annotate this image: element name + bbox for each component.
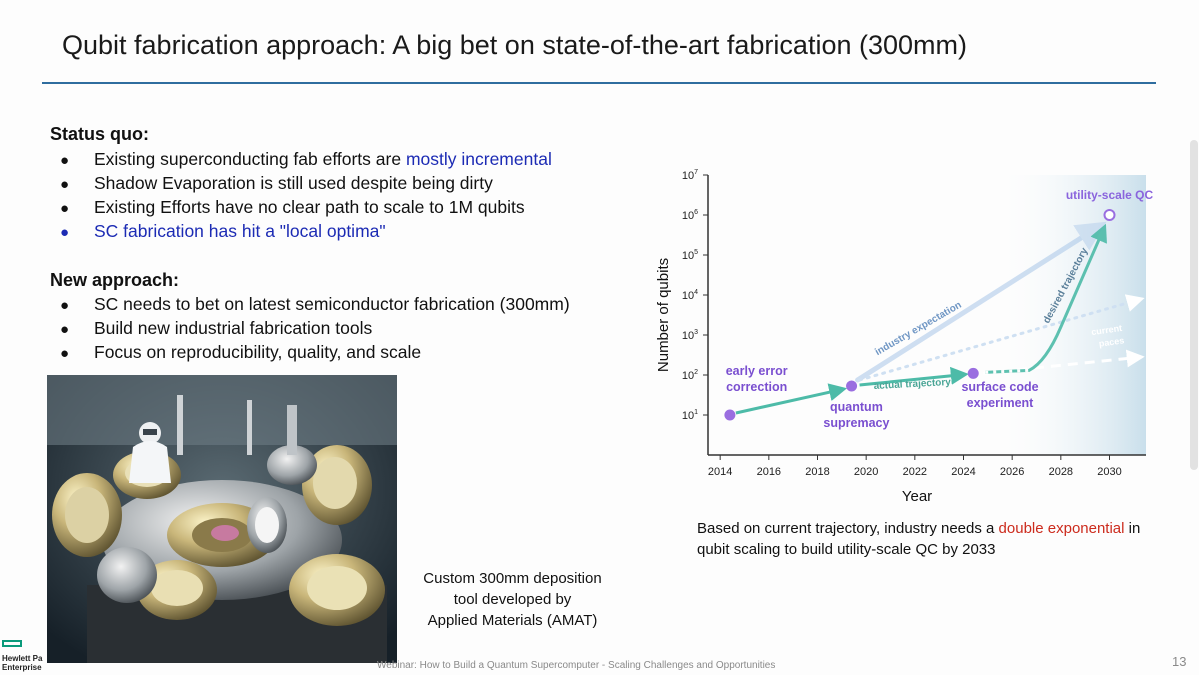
y-tick-label: 103 — [682, 329, 698, 342]
bullet-icon: ● — [60, 200, 70, 217]
item-text: Build new industrial fabrication tools — [94, 318, 373, 338]
y-tick-label: 105 — [682, 249, 698, 262]
item-text: SC needs to bet on latest semiconductor … — [94, 294, 570, 314]
hpe-logo: Hewlett Pa Enterprise — [0, 630, 55, 675]
hpe-logo-mark-icon — [2, 640, 22, 647]
x-tick-label: 2018 — [805, 466, 829, 478]
y-tick-label: 106 — [682, 209, 698, 222]
x-tick-label: 2016 — [757, 466, 781, 478]
caption-line: Custom 300mm deposition — [423, 570, 602, 587]
title-divider — [42, 82, 1156, 84]
data-point-utility-scale-qc — [1103, 209, 1116, 221]
bullet-icon: ● — [60, 321, 70, 338]
annotation-current-paces: paces — [1098, 335, 1125, 348]
bullet-icon: ● — [60, 345, 70, 362]
note-text-end: in qubit scaling to build utility-scale … — [697, 520, 1141, 558]
y-axis-label: Number of qubits — [655, 258, 672, 372]
y-tick-label: 104 — [682, 289, 698, 302]
new-approach-list: ● SC needs to bet on latest semiconductor… — [60, 292, 570, 364]
x-tick-label: 2030 — [1097, 466, 1121, 478]
point-label: supremacy — [823, 416, 889, 430]
annotation-industry-expectation: industry expectation — [873, 300, 963, 358]
desired-trajectory-arrow — [985, 223, 1107, 374]
new-approach-heading: New approach: — [50, 270, 180, 290]
page-number: 13 — [1172, 654, 1187, 669]
note-emphasis: double exponential — [998, 520, 1125, 537]
item-text: Existing Efforts have no clear path to s… — [94, 197, 525, 217]
status-quo-list: ● Existing superconducting fab efforts ar… — [60, 147, 552, 243]
point-label: surface code — [961, 380, 1038, 394]
list-item: ● Shadow Evaporation is still used despit… — [60, 171, 552, 195]
logo-text: Enterprise — [2, 663, 42, 672]
note-text: Based on current trajectory, industry ne… — [697, 520, 999, 537]
list-item: ● Existing Efforts have no clear path to … — [60, 195, 552, 219]
bullet-icon: ● — [60, 176, 70, 193]
utility-region-shade — [995, 175, 1146, 455]
list-item: ● SC needs to bet on latest semiconductor… — [60, 292, 570, 316]
footer-text: Webinar: How to Build a Quantum Supercom… — [377, 660, 776, 671]
caption-line: Applied Materials (AMAT) — [427, 612, 598, 629]
bullet-icon: ● — [60, 297, 70, 314]
deposition-tool-photo — [47, 375, 397, 663]
x-tick-label: 2024 — [951, 466, 975, 478]
data-point-early-error-correction — [724, 409, 736, 421]
list-item: ● Existing superconducting fab efforts ar… — [60, 147, 552, 171]
y-tick-label: 102 — [682, 369, 698, 382]
list-item: ● Focus on reproducibility, quality, and … — [60, 340, 570, 364]
current-pace-dotted-line — [858, 294, 1145, 382]
list-item: ● Build new industrial fabrication tools — [60, 316, 570, 340]
status-quo-heading: Status quo: — [50, 124, 149, 144]
annotation-current-paces: current — [1091, 323, 1123, 337]
chart-note: Based on current trajectory, industry ne… — [697, 518, 1177, 560]
data-point-surface-code-experiment — [967, 367, 979, 379]
industry-expectation-arrow — [855, 221, 1107, 383]
point-label: quantum — [830, 400, 883, 414]
item-highlight: mostly incremental — [405, 149, 552, 169]
early-to-supremacy-arrow — [735, 383, 848, 415]
x-tick-label: 2026 — [1000, 466, 1024, 478]
item-text: Shadow Evaporation is still used despite… — [94, 173, 493, 193]
x-tick-label: 2014 — [708, 466, 732, 478]
point-label: experiment — [967, 396, 1035, 410]
point-label: correction — [726, 380, 787, 394]
deposition-tool-illustration — [47, 375, 397, 663]
x-tick-label: 2022 — [903, 466, 927, 478]
bullet-icon: ● — [60, 152, 70, 169]
chart-svg: 2014 2016 2018 2020 2022 2024 2026 2028 2030 101 1… — [655, 169, 1154, 505]
x-axis-label: Year — [902, 488, 932, 505]
photo-caption: Custom 300mm deposition tool developed b… — [400, 568, 625, 631]
logo-text: Hewlett Pa — [2, 654, 43, 663]
actual-trajectory-arrow — [859, 366, 969, 387]
bullet-icon: ● — [60, 224, 70, 241]
item-highlight: SC fabrication has hit a "local optima" — [94, 221, 386, 241]
list-item: ● SC fabrication has hit a "local optima" — [60, 219, 552, 243]
annotation-actual-trajectory: actual trajectory — [873, 377, 951, 392]
point-label: early error — [726, 364, 788, 378]
x-tick-label: 2020 — [854, 466, 878, 478]
item-text: Existing superconducting fab efforts are — [94, 149, 406, 169]
y-tick-label: 101 — [682, 409, 698, 422]
y-tick-label: 107 — [682, 169, 698, 182]
item-text: Focus on reproducibility, quality, and s… — [94, 342, 422, 362]
qubit-scaling-chart: 2014 2016 2018 2020 2022 2024 2026 2028 2030 101 1… — [650, 165, 1160, 515]
x-tick-label: 2028 — [1049, 466, 1073, 478]
caption-line: tool developed by — [453, 591, 572, 608]
scrollbar[interactable] — [1190, 140, 1198, 470]
slide-title: Qubit fabrication approach: A big bet on… — [62, 30, 967, 60]
point-label: utility-scale QC — [1066, 188, 1154, 202]
data-point-quantum-supremacy — [846, 380, 858, 392]
